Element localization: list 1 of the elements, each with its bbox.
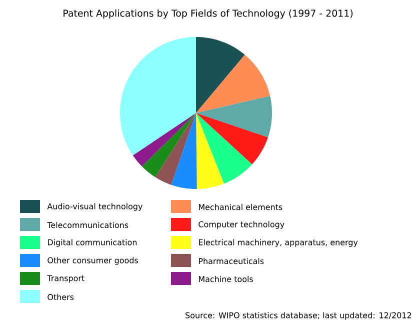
chart-title: Patent Applications by Top Fields of Technology (1997 - 2011) [64,9,353,19]
